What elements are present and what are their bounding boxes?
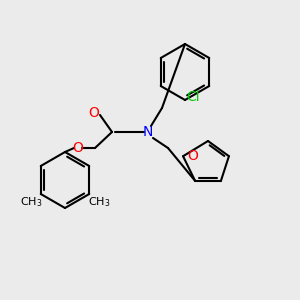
Text: N: N <box>143 125 153 139</box>
Text: O: O <box>188 149 199 163</box>
Text: O: O <box>73 141 83 155</box>
Text: CH$_3$: CH$_3$ <box>20 195 42 209</box>
Text: CH$_3$: CH$_3$ <box>88 195 110 209</box>
Text: O: O <box>88 106 99 120</box>
Text: Cl: Cl <box>186 90 200 104</box>
